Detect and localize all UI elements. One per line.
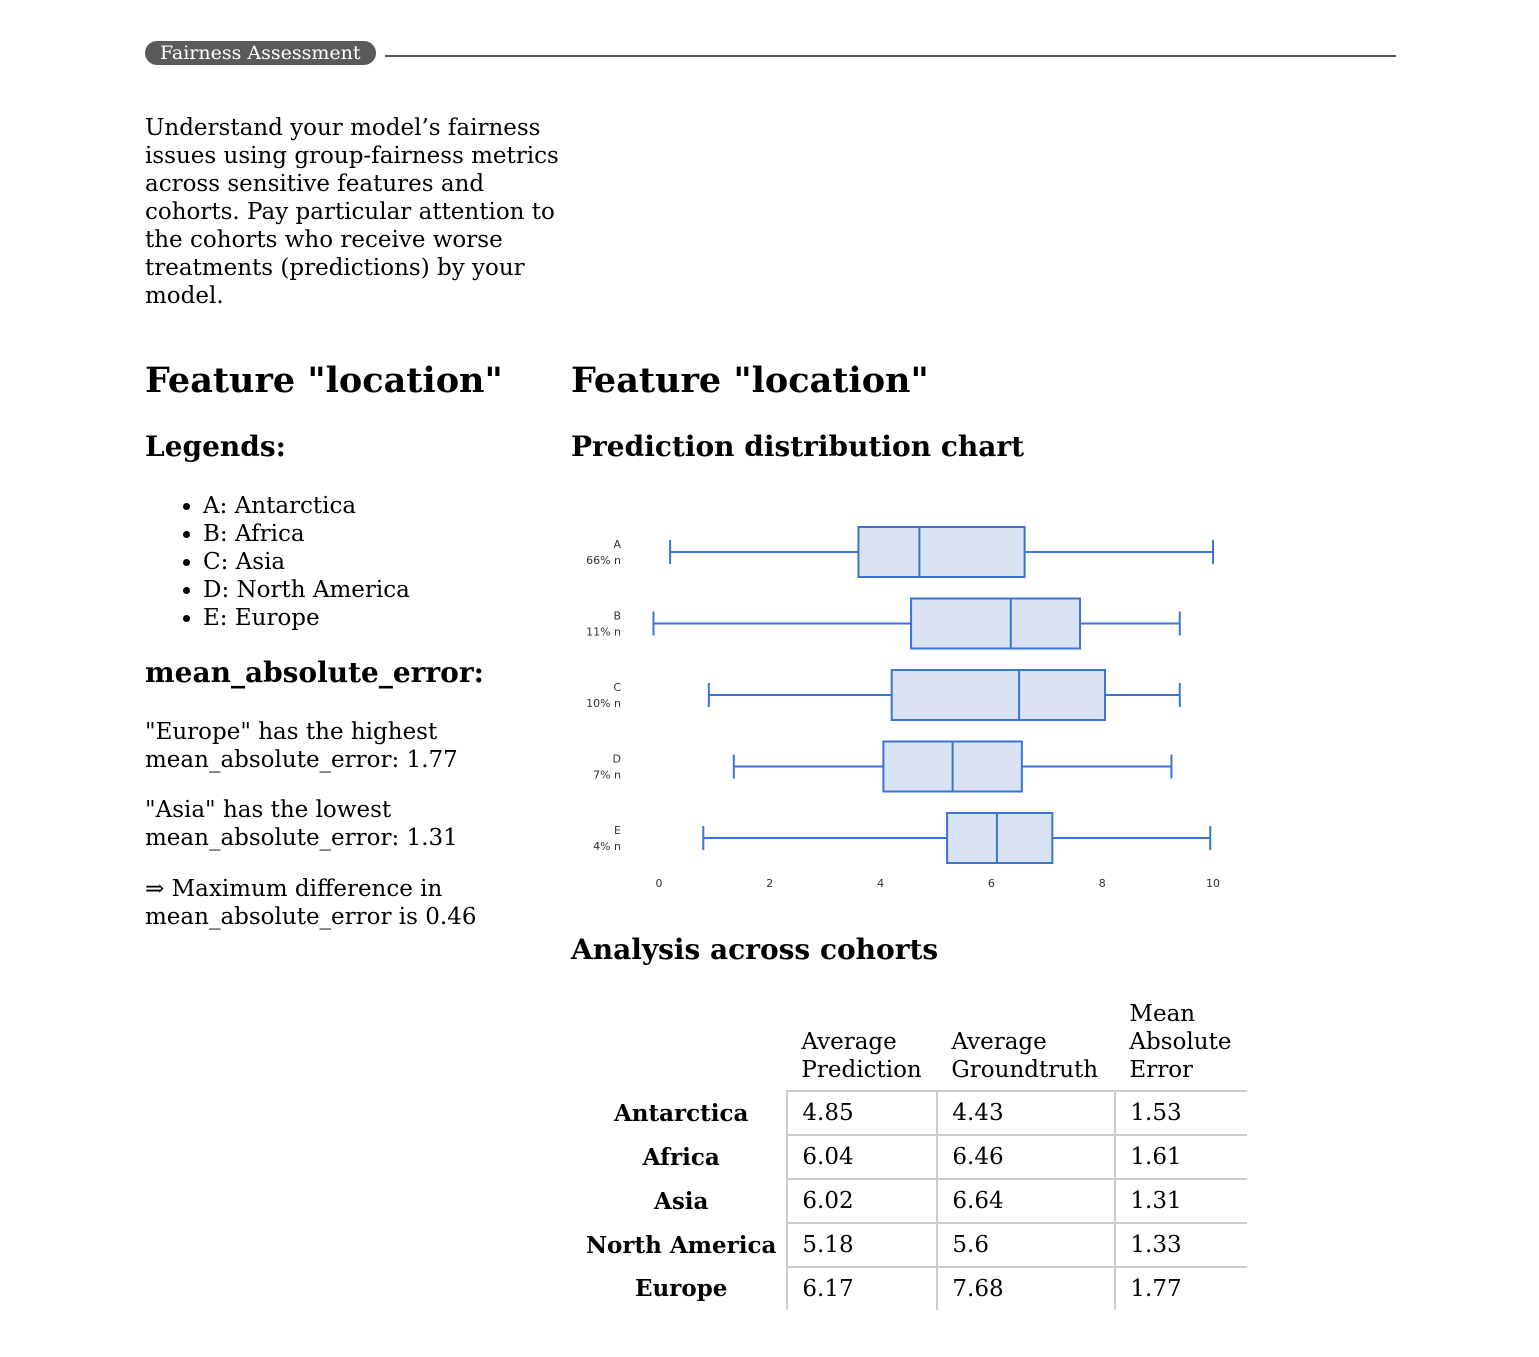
table-row: Asia 6.02 6.64 1.31 [576,1178,1248,1223]
legend-item: E: Europe [203,604,410,632]
category-label: E [614,824,621,837]
x-tick-label: 2 [766,877,773,890]
table-cell: 1.53 [1114,1090,1248,1135]
table-cell: 1.33 [1114,1222,1248,1267]
table-cell: 6.02 [786,1178,938,1223]
corner-header [576,1000,787,1091]
cohort-analysis-table: Average Prediction Average Groundtruth M… [576,1000,1248,1310]
x-tick-label: 6 [988,877,995,890]
prediction-distribution-chart: A 66% n B 11% n C 10% n D 7% n E 4% n 0 2 4 6 8 10 [586,526,1220,890]
table-heading: Analysis across cohorts [571,933,939,966]
table-cell: 6.04 [786,1134,938,1179]
section-header: Fairness Assessment [145,41,1396,65]
row-label: Africa [642,1143,720,1171]
row-label: Europe [634,1275,728,1302]
share-label: 11% n [586,626,621,639]
legends-heading: Legends: [145,430,286,463]
highest-metric-text: "Europe" has the highest mean_absolute_e… [145,719,458,773]
category-label: A [613,538,621,551]
lowest-metric-text: "Asia" has the lowest mean_absolute_erro… [145,797,458,851]
x-tick-label: 4 [877,877,884,890]
table-cell: 1.77 [1114,1266,1248,1310]
box-iqr [857,526,1026,578]
table-cell: 6.17 [786,1266,938,1310]
category-label: C [613,681,621,694]
share-label: 10% n [586,697,621,710]
table-cell: 6.64 [936,1178,1116,1223]
share-label: 66% n [586,554,621,567]
table-cell: 4.85 [786,1090,938,1135]
column-header: Mean Absolute Error [1129,1001,1232,1083]
table-cell: 5.6 [936,1222,1116,1267]
table-row: Europe 6.17 7.68 1.77 [576,1266,1248,1310]
intro-text: Understand your model’s fairness issues … [145,115,559,309]
share-label: 4% n [593,840,621,853]
x-tick-label: 10 [1206,877,1220,890]
table-cell: 1.31 [1114,1178,1248,1223]
box-iqr [946,812,1054,864]
table-row: Africa 6.04 6.46 1.61 [576,1134,1248,1179]
legend-item: C: Asia [203,548,410,576]
category-label: B [613,610,621,623]
share-label: 7% n [593,769,621,782]
legend-item: A: Antarctica [203,492,410,520]
header-divider [385,55,1396,57]
column-header: Average Prediction [801,1029,922,1083]
row-label: North America [586,1231,777,1259]
row-label: Antarctica [613,1099,749,1127]
left-feature-title: Feature "location" [145,360,503,401]
table-cell: 5.18 [786,1222,938,1267]
legend-item: D: North America [203,576,410,604]
table-cell: 1.61 [1114,1134,1248,1179]
table-cell: 7.68 [936,1266,1116,1310]
metric-heading: mean_absolute_error: [145,656,484,689]
right-feature-title: Feature "location" [571,360,929,401]
box-iqr [910,597,1082,650]
x-tick-label: 0 [656,877,663,890]
legend-list: A: Antarctica B: Africa C: Asia D: North… [145,492,410,632]
row-label: Asia [653,1187,709,1215]
difference-text: ⇒ Maximum difference in mean_absolute_er… [145,876,477,930]
chart-heading: Prediction distribution chart [571,430,1025,463]
legend-item: B: Africa [203,520,410,548]
table-row: Antarctica 4.85 4.43 1.53 [576,1090,1248,1135]
table-cell: 6.46 [936,1134,1116,1179]
section-badge: Fairness Assessment [145,41,376,65]
box-iqr [890,669,1106,721]
category-label: D [613,753,621,766]
table-row: North America 5.18 5.6 1.33 [576,1222,1248,1267]
x-tick-label: 8 [1099,877,1106,890]
table-cell: 4.43 [936,1090,1116,1135]
column-header: Average Groundtruth [951,1029,1099,1083]
